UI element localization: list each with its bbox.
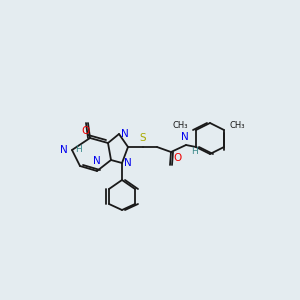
Text: O: O — [173, 153, 181, 163]
Text: N: N — [93, 156, 101, 166]
Text: CH₃: CH₃ — [230, 122, 245, 130]
Text: N: N — [181, 132, 189, 142]
Text: H: H — [75, 146, 82, 154]
Text: O: O — [82, 126, 90, 136]
Text: N: N — [121, 129, 129, 139]
Text: CH₃: CH₃ — [172, 122, 188, 130]
Text: H: H — [191, 147, 198, 156]
Text: S: S — [140, 133, 146, 143]
Text: N: N — [124, 158, 132, 168]
Text: N: N — [60, 145, 68, 155]
